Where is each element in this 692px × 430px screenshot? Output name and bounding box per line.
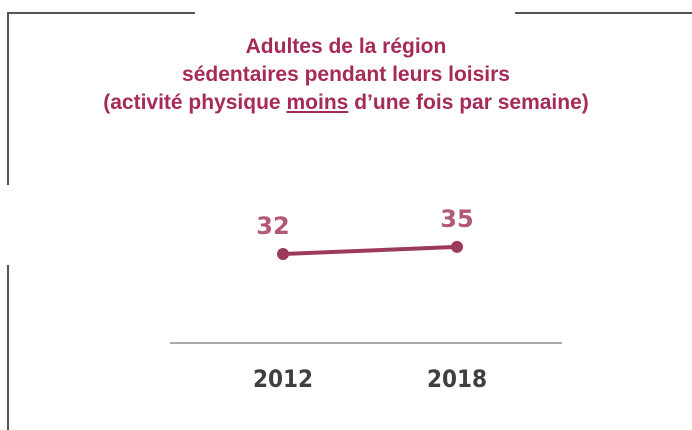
- x-tick-label: 2012: [253, 365, 313, 393]
- title-part: moins: [286, 91, 349, 114]
- frame: [7, 12, 692, 430]
- title-part: d’une fois par semaine): [354, 91, 589, 114]
- title-line: (activité physique moins d’une fois par se…: [0, 89, 692, 117]
- x-tick-label: 2018: [427, 365, 487, 393]
- point: [451, 240, 463, 253]
- chart-title: Adultes de la région sédentaires pendant…: [0, 33, 692, 117]
- title-part: (activité physique: [103, 91, 281, 114]
- data-label: 32: [256, 212, 289, 240]
- title-line: Adultes de la région: [245, 35, 447, 58]
- point: [277, 248, 289, 260]
- title-line: sédentaires pendant leurs loisirs: [182, 63, 510, 86]
- data-label: 35: [440, 205, 473, 233]
- line: [282, 244, 458, 256]
- frame-line: [7, 12, 195, 185]
